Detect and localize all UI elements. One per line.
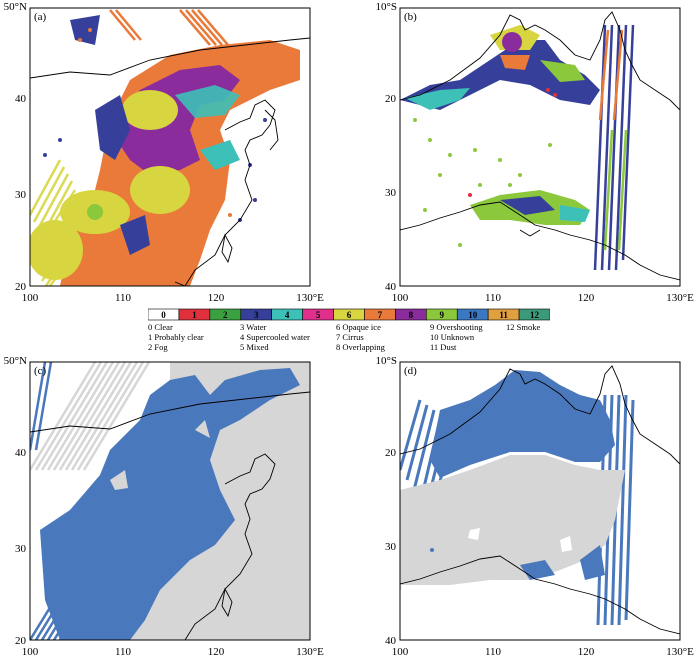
legend-swatch-code: 5 — [316, 310, 321, 320]
panel-d-ytick: 20 — [385, 447, 397, 459]
panel-d-map — [400, 365, 680, 635]
panel-b-xtick: 120 — [578, 292, 595, 304]
legend-class-label: 5 Mixed — [240, 342, 269, 352]
legend-colorbar: 0 1 2 3 4 5 6 7 8 9 10 11 12 — [148, 308, 550, 321]
legend-class-label: 3 Water — [240, 322, 266, 332]
legend-class-label: 2 Fog — [148, 342, 168, 352]
panel-a — [29, 7, 311, 287]
panel-d-label: (d) — [404, 365, 417, 377]
panel-d-xtick: 110 — [485, 646, 502, 658]
panel-d-ytick: 30 — [385, 541, 397, 553]
legend-class-label: 12 Smoke — [506, 322, 540, 332]
ice-patch-4 — [30, 220, 83, 280]
legend-class-label: 0 Clear — [148, 322, 173, 332]
panel-c-xtick: 120 — [208, 646, 225, 658]
clear-area — [400, 455, 625, 585]
panel-d-corner-lat: 10°S — [375, 355, 397, 367]
legend-class-label: 9 Overshooting — [430, 322, 483, 332]
panel-d — [399, 361, 681, 641]
legend-swatch-code: 12 — [530, 310, 540, 320]
cloud-area — [430, 370, 615, 478]
panel-d-xtick: 130°E — [666, 646, 694, 658]
legend-swatch-code: 8 — [409, 310, 414, 320]
panel-a-corner-lat: 50°N — [4, 1, 27, 13]
panel-b-map — [400, 11, 680, 281]
panel-c-xtick: 110 — [115, 646, 132, 658]
panel-a-ytick: 20 — [15, 281, 27, 293]
panel-c-label: (c) — [34, 365, 47, 377]
panel-d-ytick: 40 — [385, 635, 397, 647]
legend-class-label: 11 Dust — [430, 342, 457, 352]
panel-c-xtick: 130°E — [296, 646, 324, 658]
panel-a-xtick: 100 — [22, 292, 39, 304]
legend-class-label: 10 Unknown — [430, 332, 475, 342]
panel-c-ytick: 20 — [15, 635, 27, 647]
panel-b-xtick: 100 — [392, 292, 409, 304]
panel-b-label: (b) — [404, 11, 417, 23]
panel-c-ytick: 30 — [15, 543, 27, 555]
legend-swatch-code: 6 — [347, 310, 352, 320]
panel-a-xtick: 110 — [115, 292, 132, 304]
panel-b-ytick: 40 — [385, 281, 397, 293]
panel-c-ytick: 40 — [15, 447, 27, 459]
legend-swatch-code: 1 — [192, 310, 197, 320]
panel-b-xtick: 110 — [485, 292, 502, 304]
ice-patch-2 — [130, 166, 190, 214]
panel-a-ytick: 40 — [15, 93, 27, 105]
panel-b-xtick: 130°E — [666, 292, 694, 304]
legend-swatch-code: 4 — [285, 310, 290, 320]
panel-c-xtick: 100 — [22, 646, 39, 658]
legend-class-label: 6 Opaque ice — [336, 322, 381, 332]
panel-d-xtick: 120 — [578, 646, 595, 658]
legend-class-label: 4 Supercooled water — [240, 332, 310, 342]
clear-area — [120, 362, 310, 640]
legend-class-label: 8 Overlapping — [336, 342, 386, 352]
panel-a-xtick: 120 — [208, 292, 225, 304]
panel-c-map — [30, 362, 310, 640]
legend-class-label: 7 Cirrus — [336, 332, 364, 342]
panel-b-ytick: 20 — [385, 93, 397, 105]
legend-swatch-code: 0 — [161, 310, 166, 320]
panel-a-label: (a) — [34, 11, 47, 23]
panel-c — [29, 361, 311, 641]
cloud-area — [40, 368, 300, 640]
legend-class-label: 1 Probably clear — [148, 332, 204, 342]
panel-a-ytick: 30 — [15, 189, 27, 201]
ice-patch-1 — [122, 90, 178, 130]
legend-swatch-code: 10 — [468, 310, 478, 320]
legend-swatch-code: 2 — [223, 310, 228, 320]
legend-swatch-code: 7 — [378, 310, 383, 320]
panel-b — [399, 7, 681, 287]
panel-c-corner-lat: 50°N — [4, 355, 27, 367]
panel-a-xtick: 130°E — [296, 292, 324, 304]
legend-swatch-code: 9 — [440, 310, 445, 320]
legend-swatch-code: 3 — [254, 310, 259, 320]
panel-a-map — [30, 9, 310, 286]
legend-swatch-code: 11 — [499, 310, 508, 320]
panel-b-corner-lat: 10°S — [375, 1, 397, 13]
panel-b-ytick: 30 — [385, 187, 397, 199]
panel-d-xtick: 100 — [392, 646, 409, 658]
